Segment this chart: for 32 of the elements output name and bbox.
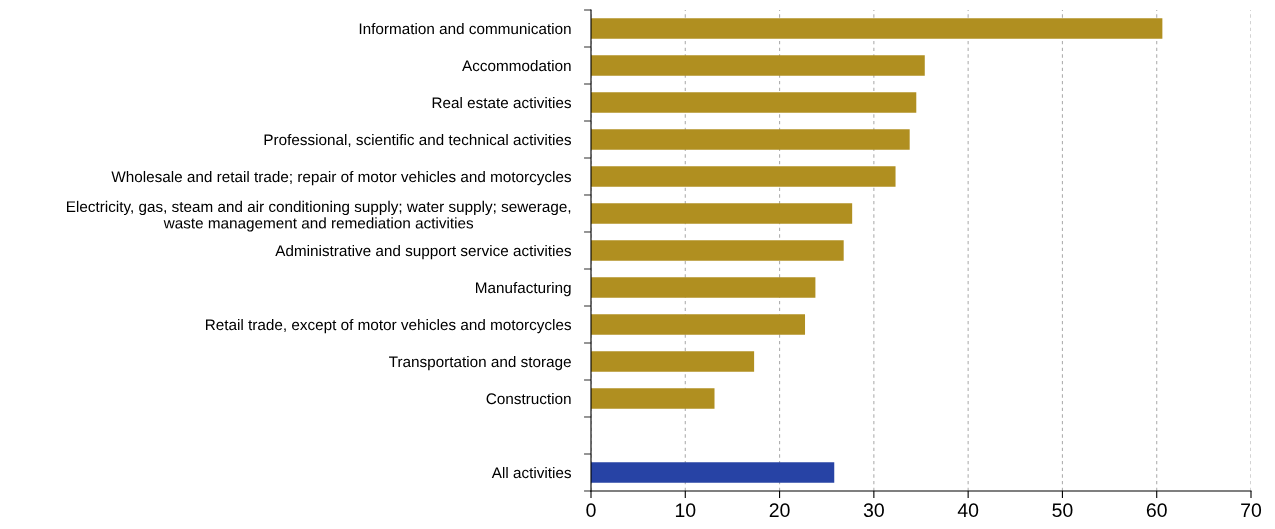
y-tick-label: Retail trade, except of motor vehicles and motorcycles: [206, 318, 572, 334]
bar: [591, 55, 925, 76]
x-tick-label: 10: [675, 503, 696, 518]
y-tick-label: Information and communication: [359, 22, 571, 35]
bar: [591, 166, 896, 187]
y-tick-label: All activities: [491, 466, 571, 479]
x-tick-label: 0: [586, 503, 596, 518]
y-tick-label: Electricity, gas, steam and air conditioning supply; water supply; sewerage, waste management and remediation activities: [67, 200, 571, 232]
x-tick-label: 30: [863, 503, 884, 518]
bar: [591, 351, 755, 372]
x-tick-label: 60: [1146, 503, 1167, 518]
x-tick-label: 20: [769, 503, 790, 518]
x-tick-label: 40: [957, 503, 979, 518]
y-tick-label: Manufacturing: [476, 281, 571, 297]
y-tick-label: Real estate activities: [432, 96, 572, 109]
bar: [591, 129, 910, 150]
bar: [591, 92, 917, 113]
bar: [591, 388, 715, 409]
x-tick-label: 70: [1241, 503, 1262, 518]
bar: [591, 18, 1163, 39]
bar: [591, 277, 816, 298]
bar: [591, 203, 853, 224]
y-tick-label: Construction: [486, 392, 571, 405]
x-tick-label: 50: [1052, 503, 1073, 518]
bar: [591, 314, 806, 335]
y-tick-label: Professional, scientific and technical activities: [264, 133, 572, 147]
y-tick-label: Accommodation: [462, 59, 571, 72]
bar: [591, 462, 835, 483]
y-tick-label: Transportation and storage: [389, 355, 571, 371]
bar: [591, 240, 844, 261]
y-tick-label: Administrative and support service activities: [275, 244, 572, 260]
y-tick-label: Wholesale and retail trade; repair of motor vehicles and motorcycles: [111, 170, 572, 186]
